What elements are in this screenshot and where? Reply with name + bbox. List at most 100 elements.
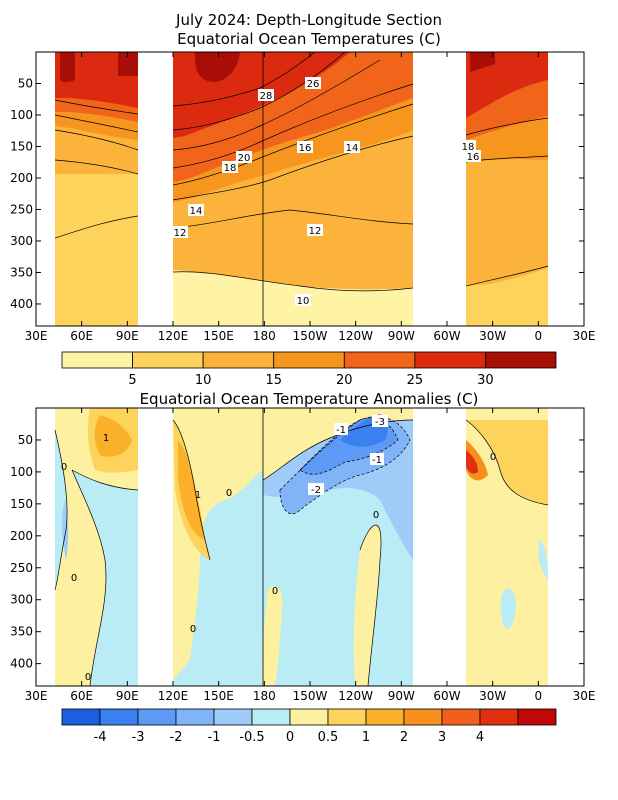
chart2-x-tick-label: 60W [433, 689, 460, 703]
chart1-region-atlantic [465, 52, 549, 326]
chart1-x-tick-label: 180 [253, 329, 276, 343]
chart1-colorbar-label: 15 [265, 373, 282, 388]
chart2-contour-label: -3 [375, 417, 385, 428]
chart1-contour-labels: 26 28 20 18 16 14 18 16 14 12 12 10 [172, 77, 481, 307]
chart2-colorbar-cell [517, 708, 557, 726]
chart1-x-tick-label: 150E [203, 329, 234, 343]
chart1-colorbar-label: 5 [128, 373, 136, 388]
chart2-x-tick-label: 30E [25, 689, 48, 703]
chart1-contour-label: 12 [309, 226, 322, 237]
chart2-y-tick-label: 250 [10, 561, 33, 575]
chart2-x-tick-label: 180 [253, 689, 276, 703]
chart2-contour-label: 0 [226, 488, 232, 499]
chart1-colorbar-label: 25 [407, 373, 424, 388]
chart1-x-tick-label: 30W [479, 329, 506, 343]
chart1-contour-label: 18 [462, 142, 475, 153]
chart2-contour-labels: -1 -3 -1 -2 0 1 0 1 0 0 0 0 0 0 [61, 415, 496, 683]
chart1-x-tick-label: 150W [293, 329, 328, 343]
chart1-contour-label: 16 [299, 143, 312, 154]
chart2-colorbar-label: 1 [362, 730, 370, 745]
chart2-x-tick-label: 30E [573, 689, 596, 703]
chart2-contour-label: 0 [373, 510, 379, 521]
chart2-x-tick-label: 0 [535, 689, 543, 703]
chart2-y-tick-label: 300 [10, 593, 33, 607]
chart2-colorbar-cell [175, 708, 215, 726]
chart1-colorbar-label: 20 [336, 373, 353, 388]
chart1-x-tick-label: 30E [25, 329, 48, 343]
chart1-y-tick-label: 300 [10, 234, 33, 248]
chart1-colorbar-cell [273, 351, 345, 369]
chart2-contour-label: 1 [195, 490, 201, 501]
chart1-contour-label: 28 [260, 91, 273, 102]
chart1-title-line1: July 2024: Depth-Longitude Section [175, 11, 442, 29]
chart1-x-tick-label: 90W [388, 329, 415, 343]
chart1-colorbar-label: 10 [195, 373, 212, 388]
chart1-x-tick-label: 60E [70, 329, 93, 343]
chart1-colorbar-cell [132, 351, 204, 369]
chart2-colorbar-label: -2 [170, 730, 183, 745]
chart2-region-pacific [172, 408, 414, 686]
chart1-region-indian [54, 52, 139, 326]
chart2-contour-label: 0 [71, 573, 77, 584]
chart2-colorbar-cell [61, 708, 101, 726]
chart2-x-tick-label: 120E [158, 689, 189, 703]
chart2-title: Equatorial Ocean Temperature Anomalies (… [140, 390, 479, 408]
chart2-x-tick-label: 150W [293, 689, 328, 703]
chart1-region-pacific [172, 52, 414, 326]
chart2-colorbar-cell [327, 708, 367, 726]
chart1-y-tick-label: 50 [18, 76, 33, 90]
chart2-contour-label: 0 [61, 462, 67, 473]
chart1-x-tick-label: 30E [573, 329, 596, 343]
chart2-plot-area: -1 -3 -1 -2 0 1 0 1 0 0 0 0 0 0 [54, 408, 549, 686]
chart1-contour-label: 10 [297, 296, 310, 307]
chart1-title-line2: Equatorial Ocean Temperatures (C) [177, 30, 441, 48]
chart2-contour-label: -1 [336, 425, 346, 436]
chart2-y-tick-label: 100 [10, 465, 33, 479]
chart2-region-atlantic [465, 408, 549, 686]
chart1-y-tick-label: 400 [10, 297, 33, 311]
chart1-y-tick-label: 350 [10, 265, 33, 279]
chart2-contour-label: -2 [311, 485, 321, 496]
chart2-colorbar-label: 0 [286, 730, 294, 745]
chart1-contour-label: 14 [190, 206, 203, 217]
chart2-x-tick-label: 30W [479, 689, 506, 703]
chart2-x-tick-label: 90E [116, 689, 139, 703]
chart1-colorbar-cell [414, 351, 486, 369]
chart2-axes: 30E 60E 90E 120E 150E 180 150W 120W 90W 60W 30W 0 30… [10, 408, 595, 703]
chart1-x-tick-label: 90E [116, 329, 139, 343]
chart2-colorbar-cell [441, 708, 481, 726]
chart1-x-tick-label: 120W [338, 329, 373, 343]
chart2-colorbar-label: 2 [400, 730, 408, 745]
chart2-colorbar-cell [479, 708, 519, 726]
chart2-contour-label: 0 [272, 586, 278, 597]
chart1-colorbar-cell [61, 351, 133, 369]
chart2-colorbar-label: -0.5 [239, 730, 264, 745]
chart2-y-tick-label: 50 [18, 433, 33, 447]
chart2-colorbar-label: 4 [476, 730, 484, 745]
chart2-colorbar-label: -1 [208, 730, 221, 745]
chart1-contour-label: 18 [224, 163, 237, 174]
chart1-contour-label: 20 [238, 153, 251, 164]
chart1-contour-label: 26 [307, 79, 320, 90]
chart2-x-tick-label: 60E [70, 689, 93, 703]
chart2-colorbar-cell [137, 708, 177, 726]
chart2-colorbar-cell [403, 708, 443, 726]
chart2-colorbar-label: 0.5 [318, 730, 339, 745]
chart2-colorbar: -4 -3 -2 -1 -0.5 0 0.5 1 2 3 4 [61, 708, 557, 745]
chart1-x-tick-label: 0 [535, 329, 543, 343]
chart2-y-tick-label: 350 [10, 625, 33, 639]
chart1-axes: 30E 60E 90E 120E 150E 180 150W 120W 90W 60W 30W 0 30… [10, 52, 595, 343]
chart2-contour-label: 0 [190, 624, 196, 635]
chart2-contour-label: 0 [85, 672, 91, 683]
chart2-contour-label: 1 [103, 433, 109, 444]
chart2-colorbar-label: -4 [94, 730, 107, 745]
chart2-x-tick-label: 90W [388, 689, 415, 703]
chart1-x-tick-label: 60W [433, 329, 460, 343]
chart1-y-tick-label: 100 [10, 108, 33, 122]
chart2-colorbar-cell [213, 708, 253, 726]
chart1-colorbar-cell [485, 351, 557, 369]
chart1-y-tick-label: 200 [10, 171, 33, 185]
chart2-y-tick-label: 150 [10, 497, 33, 511]
chart2-colorbar-cell [365, 708, 405, 726]
